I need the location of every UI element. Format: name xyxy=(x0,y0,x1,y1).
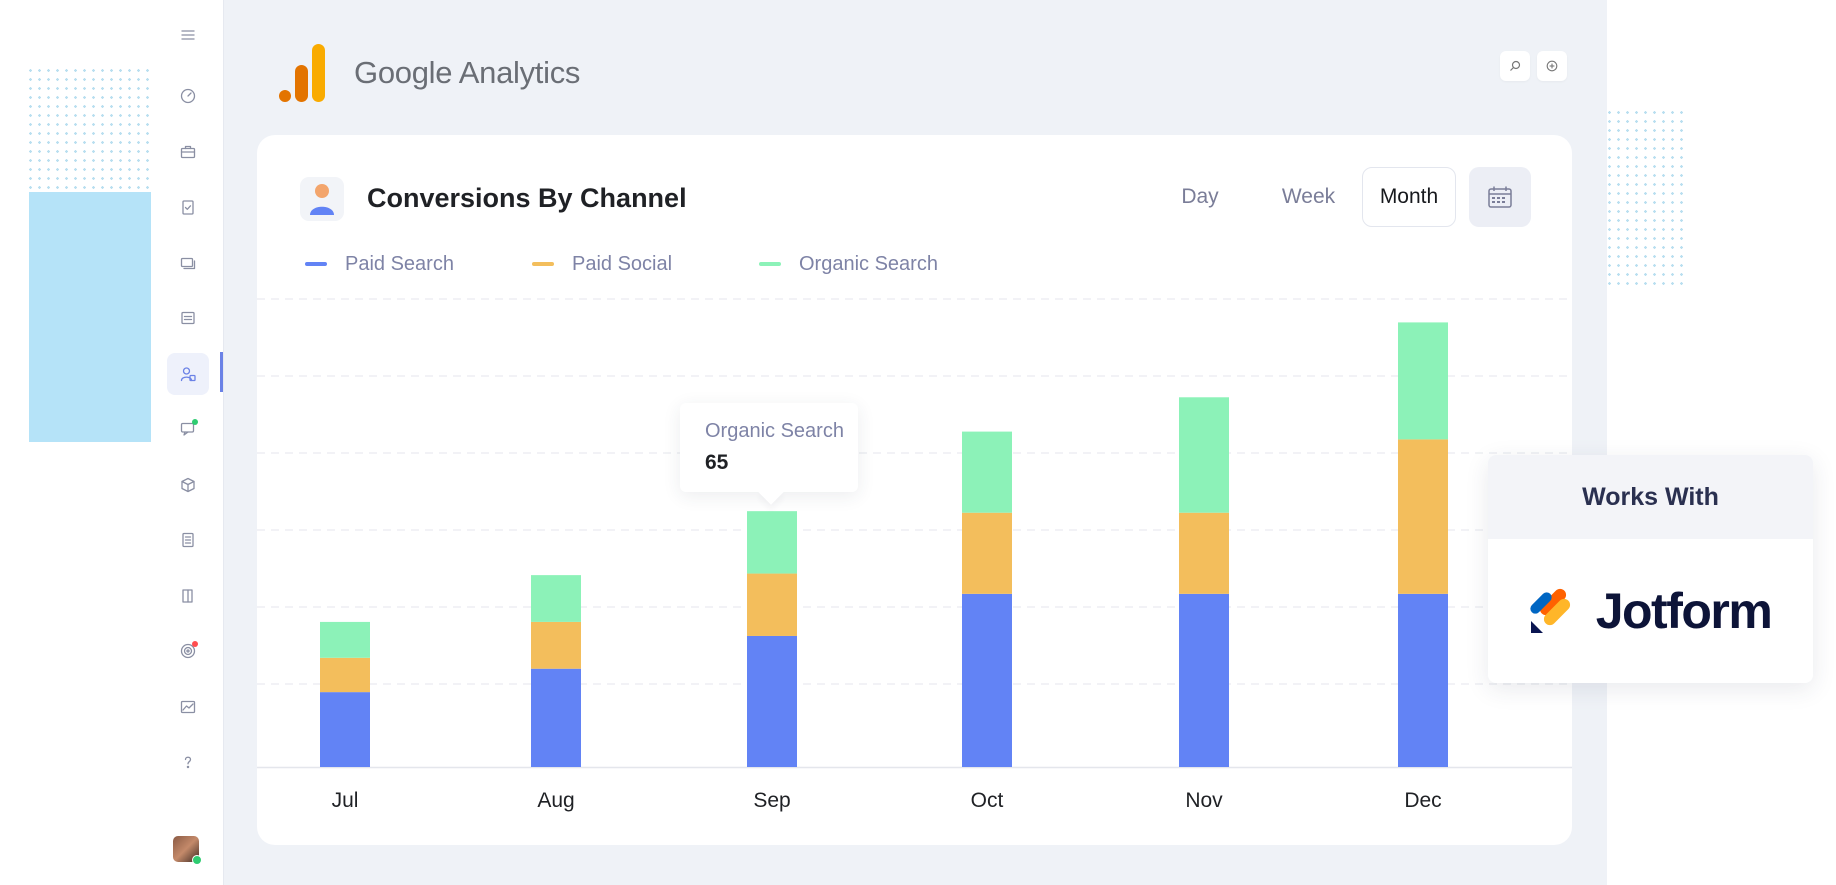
range-day-button[interactable]: Day xyxy=(1155,167,1245,227)
bar-paid-search-jul[interactable] xyxy=(320,692,370,767)
target-icon xyxy=(180,643,196,659)
bar-organic-search-jul[interactable] xyxy=(320,621,370,658)
legend-label-paid-search: Paid Search xyxy=(345,252,454,275)
bar-paid-social-jul[interactable] xyxy=(320,657,370,693)
sidebar-item-box[interactable] xyxy=(167,464,209,506)
legend-label-organic-search: Organic Search xyxy=(799,252,938,275)
legend-label-paid-social: Paid Social xyxy=(572,252,673,275)
document-icon xyxy=(182,532,194,548)
conversions-card: Conversions By Channel Day Week Month Pa… xyxy=(257,135,1572,845)
sidebar-item-briefcase[interactable] xyxy=(167,131,209,173)
stacked-bar-chart: Jul Aug Sep Oct Nov Dec xyxy=(257,298,1572,812)
sidebar xyxy=(151,0,224,885)
works-with-heading: Works With xyxy=(1488,455,1813,539)
user-avatar[interactable] xyxy=(173,836,202,865)
dashboard-gauge-icon xyxy=(180,88,196,104)
calendar-list-icon xyxy=(181,311,195,325)
google-analytics-logo xyxy=(279,44,325,102)
bar-organic-search-nov[interactable] xyxy=(1179,397,1229,513)
notification-dot xyxy=(192,641,198,647)
sidebar-item-user-lock[interactable] xyxy=(167,352,209,395)
sidebar-item-gallery[interactable] xyxy=(167,242,209,284)
menu-icon xyxy=(181,30,195,40)
legend-swatch-organic-search xyxy=(759,262,781,266)
card-title: Conversions By Channel xyxy=(367,183,687,213)
help-icon xyxy=(184,756,192,769)
add-button[interactable] xyxy=(1537,51,1567,81)
tooltip-series-label: Organic Search xyxy=(705,420,844,442)
chat-icon xyxy=(180,422,195,436)
bar-paid-social-oct[interactable] xyxy=(962,512,1012,594)
box-icon xyxy=(181,477,195,492)
chart-area-icon xyxy=(180,700,196,713)
calendar-button[interactable] xyxy=(1469,167,1531,227)
bar-paid-social-sep[interactable] xyxy=(747,573,797,636)
sidebar-item-menu[interactable] xyxy=(167,14,209,56)
x-tick-label: Jul xyxy=(332,789,359,812)
brand-name: Google Analytics xyxy=(354,55,581,90)
bar-paid-search-dec[interactable] xyxy=(1398,593,1448,767)
chart-tooltip: Organic Search 65 xyxy=(680,403,858,492)
bar-organic-search-sep[interactable] xyxy=(747,511,797,574)
sidebar-item-document[interactable] xyxy=(167,519,209,561)
bar-paid-search-aug[interactable] xyxy=(531,668,581,767)
sidebar-item-calendar-list[interactable] xyxy=(167,297,209,339)
briefcase-icon xyxy=(180,145,196,158)
x-tick-label: Nov xyxy=(1185,789,1223,812)
legend-organic-search[interactable]: Organic Search xyxy=(759,249,938,279)
bar-paid-social-nov[interactable] xyxy=(1179,512,1229,594)
works-with-body: Jotform xyxy=(1488,539,1813,683)
x-tick-label: Aug xyxy=(537,789,574,812)
bar-paid-search-nov[interactable] xyxy=(1179,593,1229,767)
search-button[interactable] xyxy=(1500,51,1530,81)
sidebar-item-clipboard-check[interactable] xyxy=(167,186,209,228)
sidebar-item-help[interactable] xyxy=(167,741,209,783)
bar-paid-search-oct[interactable] xyxy=(962,593,1012,767)
gallery-icon xyxy=(180,257,196,269)
bar-organic-search-aug[interactable] xyxy=(531,575,581,622)
range-month-button[interactable]: Month xyxy=(1362,167,1456,227)
decorative-dots-right xyxy=(1605,108,1687,288)
x-tick-label: Oct xyxy=(971,789,1004,812)
x-tick-label: Dec xyxy=(1404,789,1441,812)
x-tick-label: Sep xyxy=(753,789,790,812)
card-icon-container xyxy=(300,177,344,221)
legend-swatch-paid-search xyxy=(305,262,327,266)
calendar-icon xyxy=(1488,186,1512,208)
range-week-button[interactable]: Week xyxy=(1257,167,1360,227)
legend-swatch-paid-social xyxy=(532,262,554,266)
user-avatar-icon xyxy=(310,184,334,215)
legend-paid-social[interactable]: Paid Social xyxy=(532,249,672,279)
decorative-block xyxy=(29,192,159,442)
online-status-dot xyxy=(192,855,202,865)
book-icon xyxy=(182,588,193,603)
search-icon xyxy=(1510,60,1521,71)
tooltip-value: 65 xyxy=(705,451,729,474)
clipboard-check-icon xyxy=(182,200,194,215)
sidebar-item-chat[interactable] xyxy=(167,408,209,450)
sidebar-item-target[interactable] xyxy=(167,630,209,672)
works-with-card: Works With Jotform xyxy=(1488,455,1813,683)
jotform-logo-icon xyxy=(1530,588,1570,633)
bar-paid-social-aug[interactable] xyxy=(531,621,581,669)
sidebar-item-book[interactable] xyxy=(167,575,209,617)
legend-paid-search[interactable]: Paid Search xyxy=(305,249,454,279)
bar-organic-search-oct[interactable] xyxy=(962,431,1012,513)
sidebar-active-indicator xyxy=(220,352,223,392)
bar-paid-search-sep[interactable] xyxy=(747,635,797,767)
bar-organic-search-dec[interactable] xyxy=(1398,322,1448,440)
user-lock-icon xyxy=(180,366,196,381)
sidebar-item-chart-area[interactable] xyxy=(167,686,209,728)
bar-paid-social-dec[interactable] xyxy=(1398,439,1448,594)
brand: Google Analytics xyxy=(278,42,580,104)
add-circle-icon xyxy=(1546,60,1558,72)
notification-dot xyxy=(192,419,198,425)
sidebar-item-dashboard-gauge[interactable] xyxy=(167,75,209,117)
jotform-wordmark: Jotform xyxy=(1595,583,1773,639)
